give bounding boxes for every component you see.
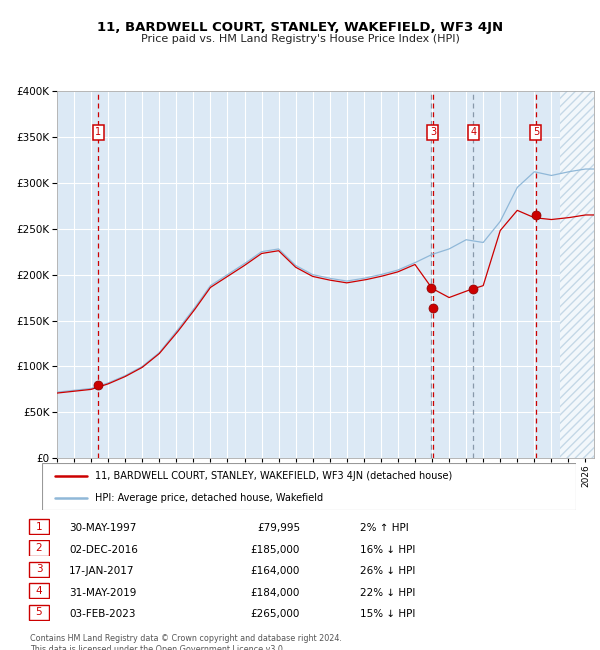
Text: 1: 1 xyxy=(95,127,101,137)
Text: 3: 3 xyxy=(35,564,43,575)
Text: 15% ↓ HPI: 15% ↓ HPI xyxy=(360,609,415,619)
Bar xyxy=(560,91,600,458)
Text: £164,000: £164,000 xyxy=(251,566,300,577)
Text: 16% ↓ HPI: 16% ↓ HPI xyxy=(360,545,415,555)
Text: 2% ↑ HPI: 2% ↑ HPI xyxy=(360,523,409,534)
Text: 11, BARDWELL COURT, STANLEY, WAKEFIELD, WF3 4JN (detached house): 11, BARDWELL COURT, STANLEY, WAKEFIELD, … xyxy=(95,471,452,480)
Text: 2: 2 xyxy=(35,543,43,553)
Text: £185,000: £185,000 xyxy=(251,545,300,555)
Text: 5: 5 xyxy=(35,607,43,618)
Bar xyxy=(560,91,600,458)
Text: £79,995: £79,995 xyxy=(257,523,300,534)
Text: HPI: Average price, detached house, Wakefield: HPI: Average price, detached house, Wake… xyxy=(95,493,323,503)
Bar xyxy=(560,91,600,458)
Text: 17-JAN-2017: 17-JAN-2017 xyxy=(69,566,134,577)
Text: 1: 1 xyxy=(35,521,43,532)
Text: £184,000: £184,000 xyxy=(251,588,300,598)
Text: £265,000: £265,000 xyxy=(251,609,300,619)
Text: 02-DEC-2016: 02-DEC-2016 xyxy=(69,545,138,555)
Text: 3: 3 xyxy=(430,127,436,137)
Text: 4: 4 xyxy=(470,127,476,137)
Text: Contains HM Land Registry data © Crown copyright and database right 2024.: Contains HM Land Registry data © Crown c… xyxy=(30,634,342,643)
Text: 5: 5 xyxy=(533,127,539,137)
Text: 26% ↓ HPI: 26% ↓ HPI xyxy=(360,566,415,577)
Text: 22% ↓ HPI: 22% ↓ HPI xyxy=(360,588,415,598)
Text: 4: 4 xyxy=(35,586,43,596)
Text: 03-FEB-2023: 03-FEB-2023 xyxy=(69,609,136,619)
Text: 30-MAY-1997: 30-MAY-1997 xyxy=(69,523,136,534)
Text: 11, BARDWELL COURT, STANLEY, WAKEFIELD, WF3 4JN: 11, BARDWELL COURT, STANLEY, WAKEFIELD, … xyxy=(97,21,503,34)
Text: 31-MAY-2019: 31-MAY-2019 xyxy=(69,588,136,598)
Text: This data is licensed under the Open Government Licence v3.0.: This data is licensed under the Open Gov… xyxy=(30,645,286,650)
Text: Price paid vs. HM Land Registry's House Price Index (HPI): Price paid vs. HM Land Registry's House … xyxy=(140,34,460,44)
